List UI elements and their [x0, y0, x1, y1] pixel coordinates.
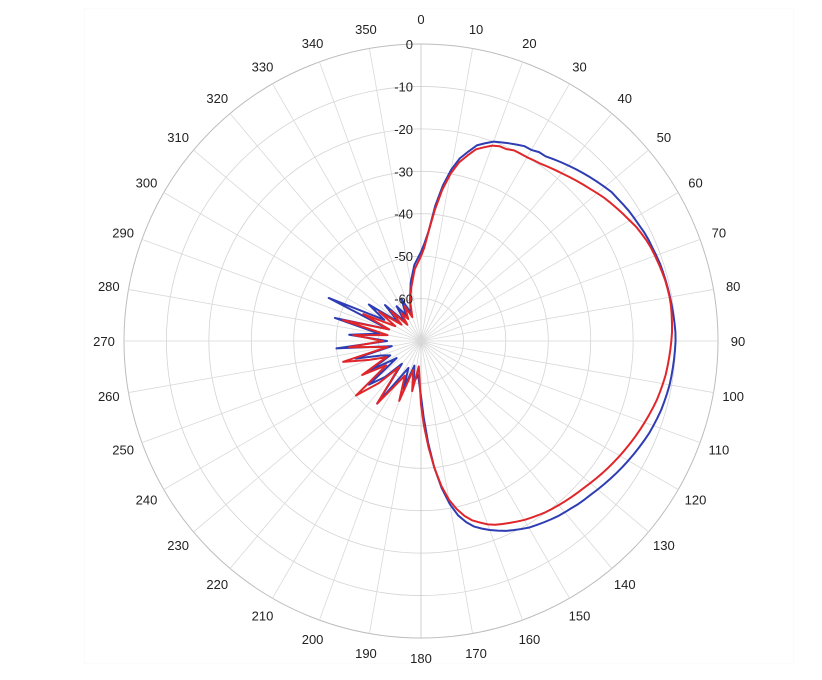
angular-tick-label: 10	[469, 22, 483, 37]
grid-spoke	[420, 61, 523, 342]
radial-tick-label: -50	[394, 249, 413, 264]
angular-tick-label: 280	[98, 279, 120, 294]
grid-spoke	[229, 340, 422, 569]
grid-spoke	[420, 340, 679, 490]
angular-tick-label: 340	[302, 36, 324, 51]
angular-tick-label: 330	[252, 59, 274, 74]
grid-spoke	[193, 149, 422, 342]
angular-tick-label: 120	[685, 493, 707, 508]
angular-tick-label: 270	[93, 334, 115, 349]
radial-tick-label: -30	[394, 164, 413, 179]
angular-tick-label: 320	[206, 91, 228, 106]
radial-tick-label: -10	[394, 79, 413, 94]
grid-spoke	[128, 340, 422, 393]
series-line-2	[342, 144, 674, 526]
angular-tick-label: 150	[569, 609, 591, 624]
angular-tick-label: 110	[709, 442, 730, 457]
angular-tick-label: 310	[167, 130, 189, 145]
angular-tick-label: 100	[722, 389, 744, 404]
angular-tick-label: 160	[519, 632, 541, 647]
grid-spoke	[420, 340, 613, 569]
grid-spoke	[193, 340, 422, 533]
grid-spoke	[128, 289, 422, 342]
angular-tick-label: 130	[653, 538, 675, 553]
angular-tick-label: 290	[112, 226, 134, 241]
angular-tick-label: 20	[522, 36, 536, 51]
angular-tick-label: 40	[618, 91, 632, 106]
radial-tick-label: -60	[394, 292, 413, 307]
grid-spoke	[420, 340, 473, 634]
angular-tick-label: 180	[410, 651, 432, 666]
angular-tick-label: 200	[302, 632, 324, 647]
angular-tick-label: 80	[726, 279, 740, 294]
grid-spoke	[163, 192, 422, 342]
grid-spoke	[420, 340, 523, 621]
angular-tick-label: 350	[355, 22, 377, 37]
grid-spoke	[319, 61, 422, 342]
angular-tick-label: 230	[167, 538, 189, 553]
angular-tick-label: 300	[136, 176, 158, 191]
angular-tick-label: 190	[355, 646, 377, 661]
grid-spoke	[420, 289, 714, 342]
grid-spoke	[420, 340, 714, 393]
label-layer: 10 20 30 40 50 60 70 80 90 100 110 120 130 140 150 160 1…	[93, 12, 745, 666]
grid-spoke	[229, 113, 422, 342]
grid-layer	[123, 43, 719, 639]
angular-tick-label: 30	[572, 59, 586, 74]
grid-spoke	[272, 83, 422, 342]
angular-tick-label: 90	[731, 334, 745, 349]
grid-spoke	[420, 149, 649, 342]
grid-spoke	[420, 83, 570, 342]
angular-tick-label: 170	[465, 646, 487, 661]
angular-tick-label: 140	[614, 577, 636, 592]
angular-tick-label: 210	[252, 609, 274, 624]
grid-spoke	[420, 192, 679, 342]
grid-spoke	[141, 239, 422, 342]
angular-tick-label: 70	[712, 226, 726, 241]
radial-tick-label: 0	[406, 37, 413, 52]
angular-tick-label-top: 0	[417, 12, 424, 27]
angular-tick-label: 250	[112, 442, 134, 457]
grid-spoke	[369, 48, 422, 342]
angular-tick-label: 240	[136, 493, 158, 508]
angular-tick-label: 60	[688, 176, 702, 191]
grid-spoke	[420, 113, 613, 342]
angular-tick-label: 260	[98, 389, 120, 404]
angular-tick-label: 220	[206, 577, 228, 592]
angular-tick-label: 50	[657, 130, 671, 145]
grid-spoke	[420, 340, 570, 599]
radial-tick-label: -20	[394, 122, 413, 137]
grid-spoke	[141, 340, 422, 443]
series-layer	[327, 140, 677, 532]
grid-spoke	[420, 48, 473, 342]
radial-tick-label: -40	[394, 207, 413, 222]
grid-spoke	[420, 340, 649, 533]
grid-spoke	[420, 340, 701, 443]
grid-spoke	[420, 239, 701, 342]
